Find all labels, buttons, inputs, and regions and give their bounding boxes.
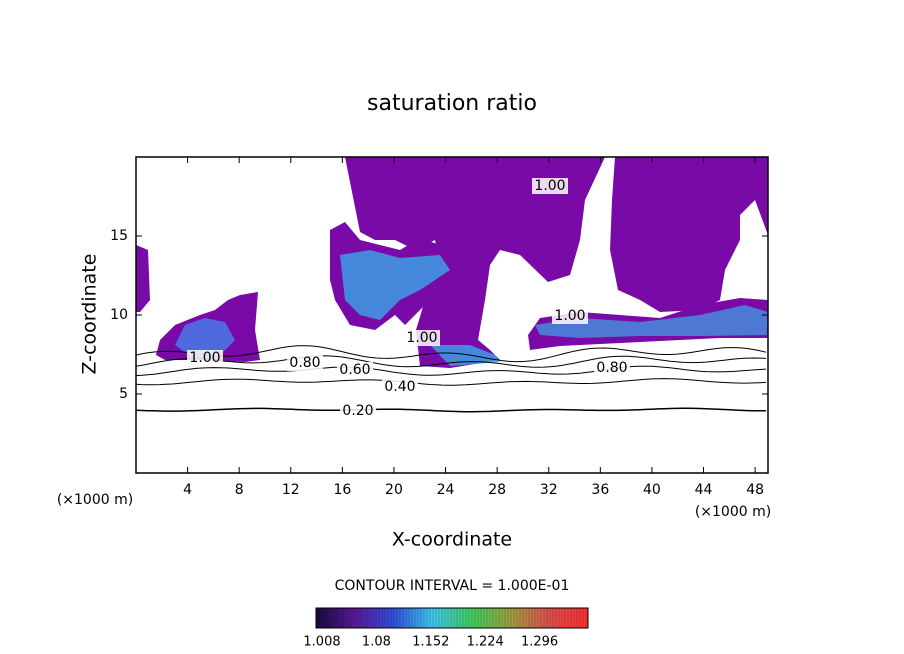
colorbar-tick-label: 1.152: [412, 635, 449, 650]
contour-label: 0.20: [342, 403, 373, 419]
contour-label-bg: [187, 350, 223, 366]
x-tick-label: 4: [183, 482, 192, 498]
contour-label: 1.00: [554, 308, 585, 324]
supersaturated-region: [430, 345, 500, 366]
x-unit: (×1000 m): [695, 504, 771, 520]
y-tick-label: 10: [110, 307, 128, 323]
contour-line: [136, 345, 767, 363]
colorbar-tick-label: 1.224: [467, 635, 504, 650]
x-tick-label: 32: [540, 482, 558, 498]
colorbar-tick-label: 1.296: [521, 635, 558, 650]
supersaturated-region: [535, 305, 768, 338]
supersaturated-region: [136, 245, 150, 312]
contour-line: [136, 365, 767, 377]
x-tick-label: 40: [643, 482, 661, 498]
supersaturated-region: [175, 318, 235, 356]
contour-line: [136, 407, 766, 413]
contour-label: 0.40: [384, 379, 415, 395]
contour-label-bg: [552, 308, 588, 324]
contour-label-bg: [594, 360, 630, 376]
contour-label: 1.00: [406, 330, 437, 346]
contour-line: [136, 355, 767, 368]
supersaturated-region: [610, 157, 768, 312]
x-tick-label: 36: [591, 482, 609, 498]
contour-label-bg: [382, 379, 418, 395]
supersaturated-region: [345, 157, 605, 368]
x-tick-label: 12: [282, 482, 300, 498]
supersaturated-region: [340, 250, 450, 320]
y-axis-label: Z-coordinate: [79, 254, 101, 375]
contour-label: 1.00: [189, 350, 220, 366]
y-unit: (×1000 m): [57, 492, 133, 508]
y-tick-label: 15: [110, 228, 128, 244]
contour-label-bg: [532, 178, 568, 194]
contour-line: [136, 378, 767, 386]
contour-label-bg: [337, 362, 373, 378]
x-tick-label: 8: [235, 482, 244, 498]
x-tick-label: 16: [333, 482, 351, 498]
contour-label: 1.00: [534, 178, 565, 194]
colorbar-tick-label: 1.08: [362, 635, 391, 650]
chart-title: saturation ratio: [367, 91, 537, 116]
y-tick-label: 5: [119, 386, 128, 402]
contour-label-bg: [404, 330, 440, 346]
x-tick-label: 44: [695, 482, 713, 498]
contour-label: 0.60: [339, 362, 370, 378]
x-tick-label: 28: [488, 482, 506, 498]
plot-area: 0.20 0.40 0.60 0.80 0.80 1.00 1.00 1.00 1.00: [136, 157, 768, 419]
colorbar-tick-label: 1.008: [303, 635, 340, 650]
x-tick-label: 48: [746, 482, 764, 498]
contour-label-bg: [287, 355, 323, 371]
contour-label: 0.80: [289, 355, 320, 371]
contour-label-bg: [340, 403, 376, 419]
x-tick-label: 24: [437, 482, 455, 498]
x-tick-label: 20: [385, 482, 403, 498]
contour-interval: CONTOUR INTERVAL = 1.000E-01: [335, 578, 570, 594]
x-axis-label: X-coordinate: [392, 529, 512, 551]
contour-label: 0.80: [596, 360, 627, 376]
